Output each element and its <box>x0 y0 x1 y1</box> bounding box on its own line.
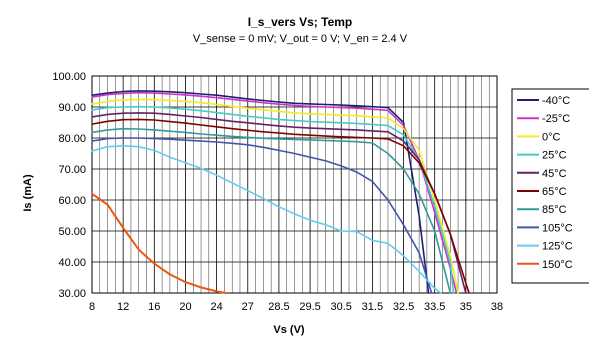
series-line <box>91 105 455 294</box>
legend-label: -25°C <box>542 113 570 125</box>
y-tick-label: 90.00 <box>58 102 86 114</box>
x-tick-label: 38 <box>491 301 503 313</box>
x-tick-label: 28.5 <box>268 301 289 313</box>
x-tick-label: 30.5 <box>331 301 352 313</box>
x-tick-label: 12 <box>117 301 129 313</box>
series-line <box>91 137 433 294</box>
x-tick-label: 8 <box>89 301 95 313</box>
x-tick-label: 29.5 <box>299 301 320 313</box>
x-axis-label: Vs (V) <box>273 324 305 336</box>
plot-border <box>91 75 498 294</box>
plot-area: 30.00 40.00 50.00 60.00 70.00 80.00 90.00 100.0… <box>52 71 503 313</box>
x-tick-label: 24 <box>210 301 222 313</box>
y-axis-label: Is (mA) <box>22 174 34 212</box>
legend-label: -40°C <box>542 95 570 107</box>
y-tick-label: 40.00 <box>58 257 86 269</box>
chart-subtitle: V_sense = 0 mV; V_out = 0 V; V_en = 2.4 … <box>193 33 408 45</box>
series-line <box>91 98 459 294</box>
series-line <box>91 112 467 294</box>
series-line <box>91 90 430 294</box>
x-tick-label: 33.5 <box>424 301 445 313</box>
x-tick-label: 16 <box>148 301 160 313</box>
legend-label: 105°C <box>542 222 573 234</box>
legend: -40°C -25°C 0°C 25°C 45°C 65°C 85°C 105°C 125°C 1… <box>511 88 589 284</box>
x-tick-label: 32.5 <box>393 301 414 313</box>
x-tick-label: 35 <box>460 301 472 313</box>
x-tick-label: 31.5 <box>362 301 383 313</box>
legend-label: 150°C <box>542 259 573 271</box>
legend-label: 0°C <box>542 131 561 143</box>
legend-label: 45°C <box>542 168 567 180</box>
series-line <box>91 118 470 294</box>
y-tick-label: 30.00 <box>58 288 86 300</box>
x-tick-label: 20 <box>179 301 191 313</box>
legend-box <box>511 88 589 284</box>
chart-title: I_s_vers Vs; Temp <box>248 15 353 29</box>
y-tick-label: 50.00 <box>58 226 86 238</box>
legend-label: 65°C <box>542 186 567 198</box>
series-line <box>91 91 458 294</box>
legend-label: 85°C <box>542 204 567 216</box>
y-tick-label: 80.00 <box>58 133 86 145</box>
series-line <box>91 127 452 294</box>
series-line <box>91 145 442 294</box>
legend-label: 125°C <box>542 241 573 253</box>
series-line <box>91 192 227 294</box>
y-tick-label: 70.00 <box>58 164 86 176</box>
y-tick-label: 60.00 <box>58 195 86 207</box>
x-tick-label: 27 <box>242 301 254 313</box>
legend-label: 25°C <box>542 150 567 162</box>
y-tick-label: 100.00 <box>52 71 86 83</box>
